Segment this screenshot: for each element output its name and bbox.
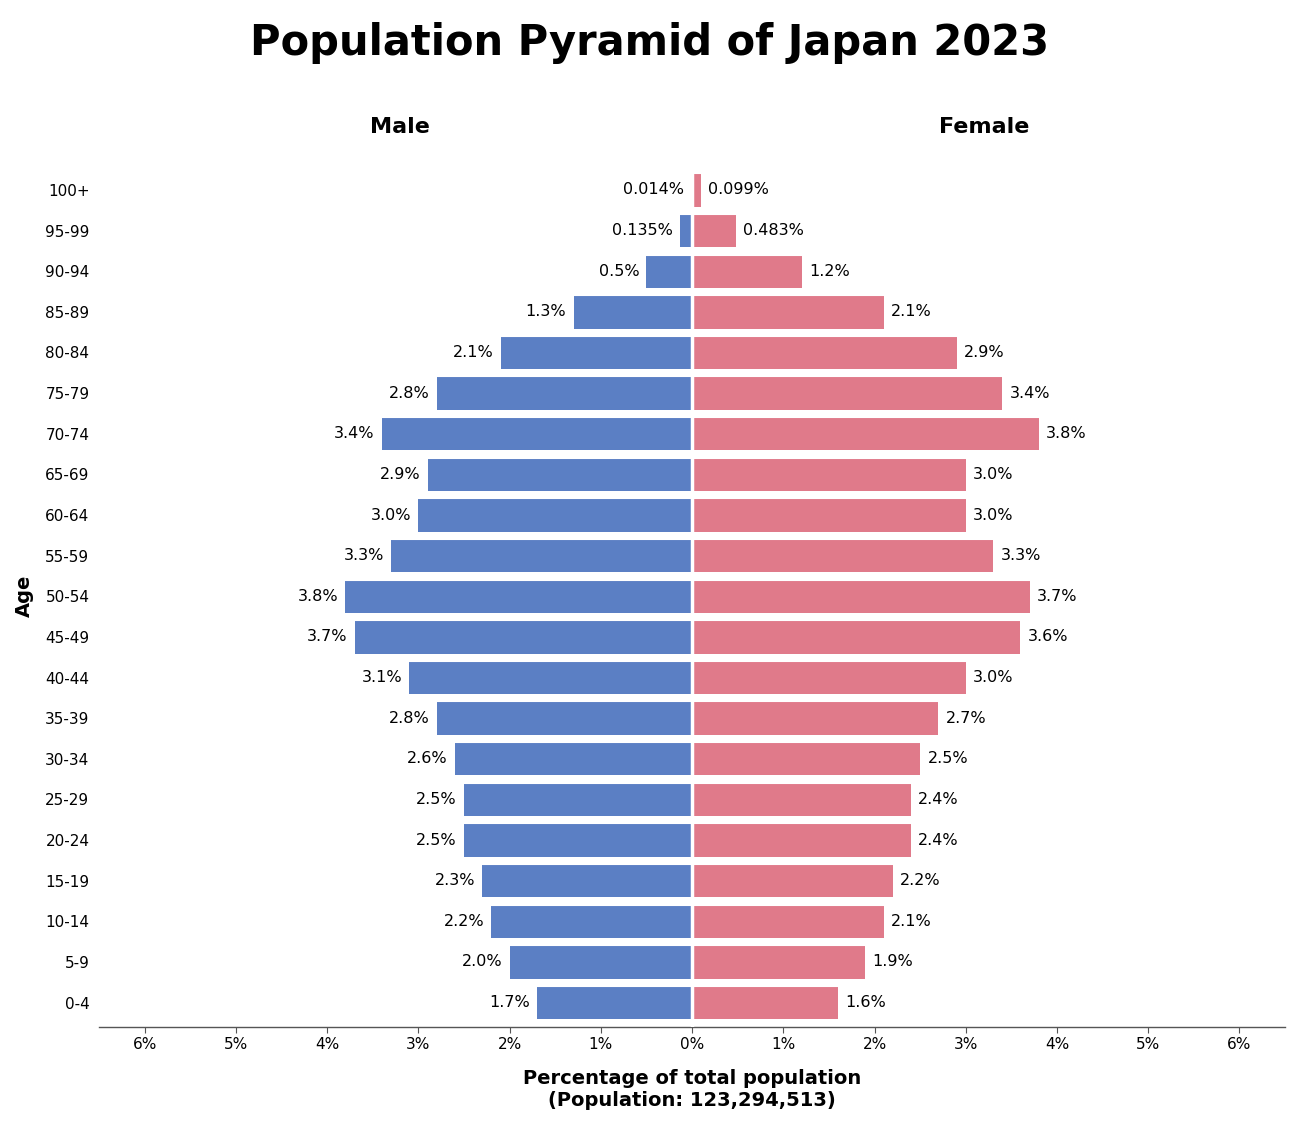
- Bar: [692, 579, 1030, 613]
- Bar: [482, 864, 692, 898]
- Text: 3.0%: 3.0%: [972, 670, 1014, 685]
- Bar: [692, 742, 920, 775]
- Bar: [500, 336, 692, 369]
- Text: 3.7%: 3.7%: [1037, 588, 1078, 604]
- Text: 2.4%: 2.4%: [918, 832, 959, 847]
- Bar: [437, 377, 692, 409]
- Bar: [491, 904, 692, 938]
- Text: 2.5%: 2.5%: [927, 752, 968, 766]
- Text: Female: Female: [939, 117, 1030, 137]
- Bar: [692, 539, 993, 573]
- Bar: [692, 660, 966, 694]
- Text: 0.014%: 0.014%: [623, 182, 684, 198]
- Text: 2.2%: 2.2%: [900, 873, 941, 888]
- Text: 2.9%: 2.9%: [963, 345, 1005, 360]
- Bar: [464, 783, 692, 816]
- Text: 3.3%: 3.3%: [343, 548, 383, 564]
- Bar: [692, 417, 1039, 450]
- Text: 1.7%: 1.7%: [489, 994, 529, 1010]
- Bar: [692, 864, 893, 898]
- Bar: [692, 824, 911, 856]
- Text: 1.6%: 1.6%: [845, 994, 887, 1010]
- Text: Male: Male: [370, 117, 430, 137]
- Text: 1.9%: 1.9%: [872, 954, 914, 970]
- Text: 2.6%: 2.6%: [407, 752, 447, 766]
- Bar: [428, 458, 692, 490]
- Bar: [464, 824, 692, 856]
- Text: 3.1%: 3.1%: [361, 670, 402, 685]
- Text: 0.099%: 0.099%: [708, 182, 770, 198]
- Text: 1.3%: 1.3%: [525, 305, 567, 319]
- Bar: [355, 620, 692, 654]
- Bar: [680, 214, 692, 248]
- Bar: [346, 579, 692, 613]
- Text: Population Pyramid of Japan 2023: Population Pyramid of Japan 2023: [251, 22, 1049, 64]
- Bar: [692, 214, 736, 248]
- Bar: [692, 702, 939, 735]
- X-axis label: Percentage of total population
(Population: 123,294,513): Percentage of total population (Populati…: [523, 1069, 861, 1110]
- Bar: [419, 498, 692, 532]
- Text: 2.1%: 2.1%: [452, 345, 493, 360]
- Text: 2.5%: 2.5%: [416, 792, 456, 807]
- Text: 2.9%: 2.9%: [380, 467, 420, 482]
- Bar: [573, 295, 692, 328]
- Text: 3.6%: 3.6%: [1028, 629, 1069, 645]
- Bar: [437, 702, 692, 735]
- Text: 2.1%: 2.1%: [891, 914, 932, 929]
- Text: 0.483%: 0.483%: [744, 223, 805, 238]
- Y-axis label: Age: Age: [16, 575, 34, 618]
- Bar: [410, 660, 692, 694]
- Bar: [692, 254, 802, 288]
- Text: 2.4%: 2.4%: [918, 792, 959, 807]
- Text: 2.3%: 2.3%: [434, 873, 474, 888]
- Text: 0.135%: 0.135%: [611, 223, 672, 238]
- Bar: [537, 986, 692, 1019]
- Text: 2.5%: 2.5%: [416, 832, 456, 847]
- Bar: [692, 986, 838, 1019]
- Bar: [391, 539, 692, 573]
- Bar: [455, 742, 692, 775]
- Bar: [692, 945, 866, 979]
- Bar: [692, 620, 1020, 654]
- Text: 2.7%: 2.7%: [945, 711, 987, 726]
- Text: 3.7%: 3.7%: [307, 629, 347, 645]
- Text: 2.1%: 2.1%: [891, 305, 932, 319]
- Text: 0.5%: 0.5%: [598, 263, 640, 279]
- Text: 3.0%: 3.0%: [972, 507, 1014, 522]
- Text: 3.3%: 3.3%: [1001, 548, 1041, 564]
- Bar: [692, 498, 966, 532]
- Text: 3.8%: 3.8%: [298, 588, 338, 604]
- Text: 2.2%: 2.2%: [443, 914, 484, 929]
- Bar: [692, 458, 966, 490]
- Text: 3.4%: 3.4%: [1010, 386, 1050, 400]
- Bar: [692, 173, 701, 207]
- Bar: [692, 783, 911, 816]
- Bar: [382, 417, 692, 450]
- Text: 2.8%: 2.8%: [389, 386, 429, 400]
- Bar: [692, 295, 884, 328]
- Text: 3.8%: 3.8%: [1046, 426, 1087, 441]
- Bar: [510, 945, 692, 979]
- Text: 3.0%: 3.0%: [972, 467, 1014, 482]
- Text: 3.0%: 3.0%: [370, 507, 411, 522]
- Text: 3.4%: 3.4%: [334, 426, 374, 441]
- Bar: [692, 904, 884, 938]
- Bar: [692, 336, 957, 369]
- Bar: [646, 254, 692, 288]
- Text: 2.8%: 2.8%: [389, 711, 429, 726]
- Bar: [692, 377, 1002, 409]
- Text: 2.0%: 2.0%: [462, 954, 502, 970]
- Text: 1.2%: 1.2%: [809, 263, 850, 279]
